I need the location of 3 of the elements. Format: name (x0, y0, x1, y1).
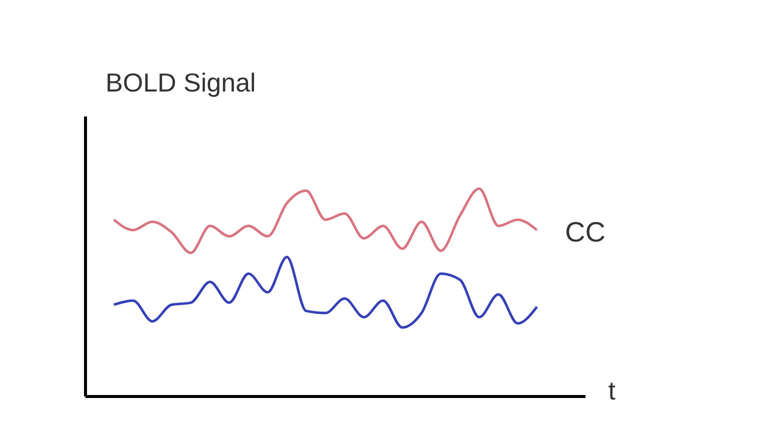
text: CC (565, 216, 606, 248)
x-axis-title: t (608, 376, 616, 406)
y-axis-title: BOLD Signal (106, 68, 256, 98)
